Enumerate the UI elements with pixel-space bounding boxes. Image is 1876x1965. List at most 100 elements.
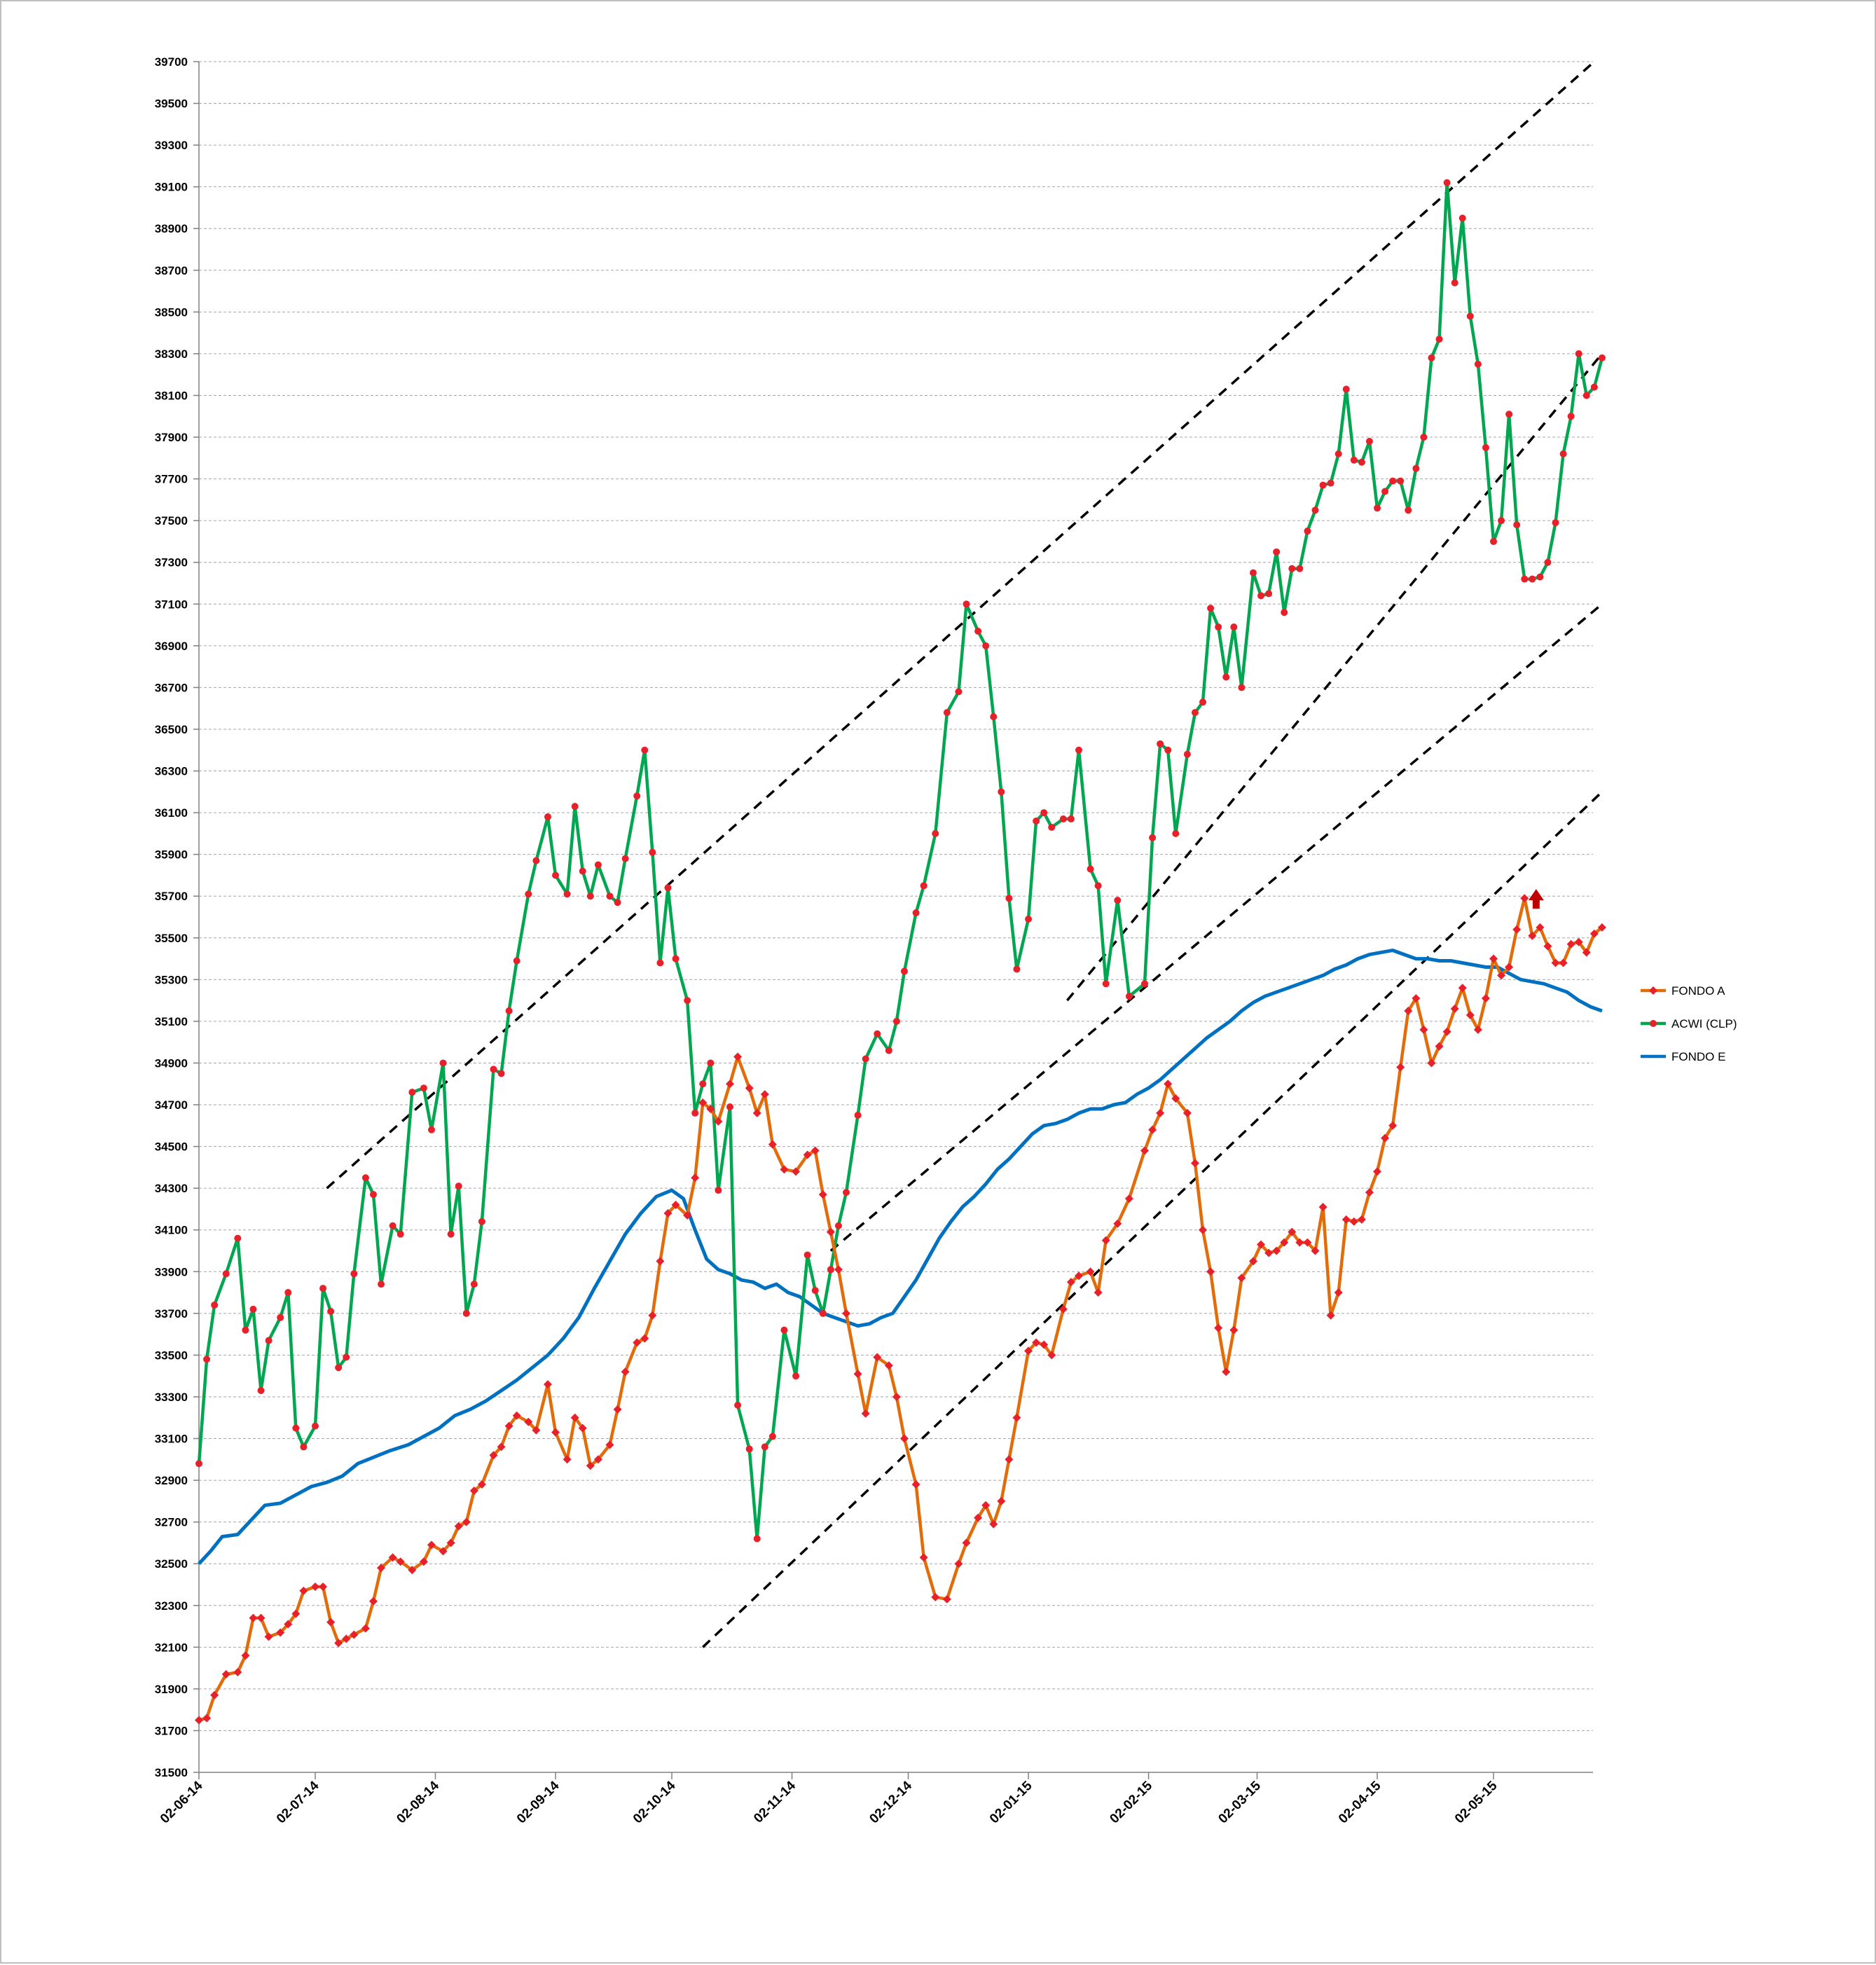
data-point <box>1303 1238 1312 1247</box>
data-point <box>377 1564 386 1573</box>
y-tick-label: 35500 <box>155 932 188 945</box>
data-point <box>671 1200 680 1209</box>
data-point <box>1574 937 1583 946</box>
data-point <box>1013 965 1021 973</box>
data-point <box>1025 915 1033 923</box>
data-point <box>249 1613 258 1622</box>
y-tick-label: 35300 <box>155 973 188 986</box>
data-point <box>1489 954 1498 963</box>
data-point <box>544 813 551 821</box>
data-point <box>997 1496 1006 1505</box>
x-tick-label: 02-11-14 <box>751 1778 799 1826</box>
data-point <box>1490 537 1497 545</box>
data-point <box>780 1326 788 1334</box>
data-point <box>1318 1202 1327 1211</box>
data-point <box>342 1634 351 1643</box>
data-point <box>1334 1288 1343 1297</box>
data-point <box>1458 214 1466 222</box>
data-point <box>1066 1278 1075 1287</box>
data-point <box>911 1480 920 1489</box>
data-point <box>264 1632 273 1641</box>
data-point <box>543 1380 552 1389</box>
data-point <box>760 1090 769 1099</box>
data-point <box>1156 1108 1165 1117</box>
x-tick-label: 02-05-15 <box>1452 1778 1501 1826</box>
data-point <box>1214 1323 1223 1332</box>
data-point <box>292 1424 300 1432</box>
gridlines <box>199 61 1593 1731</box>
data-point <box>1124 1194 1133 1204</box>
y-tick-label: 37300 <box>155 556 188 570</box>
data-point <box>221 1670 230 1679</box>
data-point <box>1566 939 1575 949</box>
data-point <box>1288 565 1296 572</box>
data-point <box>1552 519 1559 527</box>
data-point <box>726 1103 734 1111</box>
data-point <box>649 848 656 856</box>
data-point <box>862 1055 869 1063</box>
series-line <box>197 181 1604 1540</box>
data-point <box>1505 963 1514 972</box>
data-point <box>834 1222 842 1229</box>
data-point <box>981 1501 991 1510</box>
x-tick-label: 02-09-14 <box>514 1778 563 1826</box>
data-point <box>408 1566 417 1575</box>
data-point <box>1164 1080 1173 1089</box>
data-point <box>834 1265 843 1274</box>
data-point <box>335 1364 343 1372</box>
data-point <box>1389 477 1397 485</box>
data-point <box>931 1592 940 1601</box>
data-point <box>469 1486 478 1495</box>
data-point <box>1466 312 1474 320</box>
data-point <box>613 1405 622 1414</box>
x-tick-label: 02-10-14 <box>630 1778 679 1826</box>
data-point <box>378 1281 385 1288</box>
data-point <box>1005 895 1013 902</box>
data-point <box>1114 897 1122 904</box>
data-point <box>1183 750 1191 758</box>
y-tick-label: 38100 <box>155 389 188 402</box>
data-point <box>202 1714 212 1723</box>
data-point <box>900 967 908 975</box>
y-tick-label: 39500 <box>155 97 188 111</box>
data-point <box>1428 354 1435 361</box>
y-tick-label: 34500 <box>155 1140 188 1154</box>
data-point <box>462 1309 470 1317</box>
data-point <box>853 1370 862 1379</box>
legend-marker <box>1650 1020 1657 1027</box>
data-point <box>854 1111 862 1119</box>
y-tick-label: 35100 <box>155 1015 188 1028</box>
data-point <box>998 788 1005 796</box>
data-point <box>780 1165 789 1174</box>
legend-entry: ACWI (CLP) <box>1641 1017 1737 1030</box>
data-point <box>446 1538 455 1547</box>
data-point <box>299 1586 308 1595</box>
data-point <box>1125 993 1133 1000</box>
data-point <box>579 867 586 875</box>
data-point <box>1157 740 1164 747</box>
data-point <box>1102 980 1110 988</box>
data-point <box>1257 1240 1266 1249</box>
y-tick-label: 32300 <box>155 1599 188 1613</box>
data-point <box>1349 1217 1358 1226</box>
data-point <box>593 1455 602 1464</box>
data-point <box>319 1582 328 1591</box>
data-point <box>648 1311 657 1320</box>
data-point <box>256 1613 265 1622</box>
y-tick-label: 38500 <box>155 305 188 319</box>
y-tick-label: 38900 <box>155 222 188 235</box>
data-point <box>605 1440 614 1449</box>
data-point <box>715 1187 722 1194</box>
data-point <box>1551 958 1560 967</box>
data-point <box>1520 894 1529 903</box>
data-point <box>683 1211 692 1220</box>
x-tick-label: 02-01-15 <box>987 1778 1035 1826</box>
data-point <box>691 1173 700 1183</box>
data-point <box>920 882 927 890</box>
arrow-annotation <box>1528 889 1544 909</box>
data-point <box>745 1084 754 1093</box>
data-point <box>656 959 664 967</box>
y-tick-label: 32100 <box>155 1641 188 1654</box>
data-point <box>1404 1007 1413 1016</box>
data-point <box>1190 1159 1199 1168</box>
